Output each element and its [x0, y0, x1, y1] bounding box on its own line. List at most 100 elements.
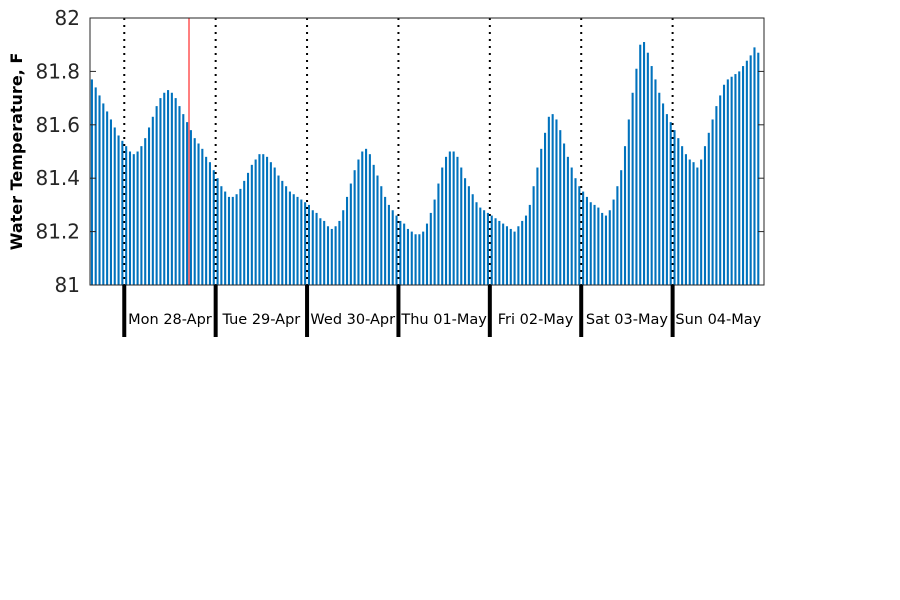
y-axis-label: Water Temperature, F: [7, 53, 26, 251]
bar: [345, 196, 349, 285]
bar: [563, 143, 566, 285]
day-label: Sun 04-May: [675, 312, 761, 328]
bar: [227, 196, 231, 285]
bar: [471, 194, 474, 285]
bar: [673, 130, 676, 285]
bar: [524, 215, 528, 285]
bar: [102, 103, 105, 285]
bar: [498, 220, 501, 285]
bar: [536, 167, 539, 285]
bar: [726, 79, 729, 285]
day-label: Mon 28-Apr: [128, 312, 212, 328]
bar: [94, 87, 97, 285]
bar: [509, 228, 512, 285]
bar: [730, 76, 733, 286]
bar: [749, 55, 752, 285]
bar: [585, 196, 588, 285]
bar: [662, 103, 665, 285]
bar: [395, 215, 398, 285]
bar: [128, 151, 132, 285]
bar: [406, 228, 409, 285]
bar: [711, 119, 714, 286]
bar: [387, 204, 390, 285]
bar: [155, 106, 158, 285]
day-label: Fri 02-May: [498, 312, 574, 328]
bar: [262, 154, 265, 285]
bar: [601, 212, 604, 285]
bar: [635, 68, 638, 285]
bar: [650, 66, 653, 285]
bar: [677, 138, 680, 285]
bar: [700, 159, 703, 285]
bar: [391, 210, 394, 285]
bar: [616, 186, 619, 285]
bar: [593, 204, 596, 285]
bar: [372, 164, 375, 285]
bar: [170, 92, 173, 285]
bar: [425, 223, 429, 285]
bar: [182, 114, 185, 286]
y-tick-label: 81: [55, 273, 80, 297]
bar: [734, 74, 737, 285]
bar: [437, 183, 440, 285]
y-tick-label: 81.8: [35, 59, 80, 83]
bar: [604, 215, 608, 285]
bar: [654, 79, 657, 285]
day-label: Wed 30-Apr: [310, 312, 395, 328]
bar: [578, 186, 581, 285]
bar: [167, 90, 170, 285]
bar: [715, 106, 718, 285]
bar: [208, 162, 211, 285]
bar: [361, 151, 364, 285]
bar: [151, 116, 154, 285]
bar: [418, 234, 421, 285]
bar: [235, 194, 238, 285]
bar: [288, 191, 291, 285]
bar: [574, 178, 577, 285]
bar: [300, 199, 303, 285]
bar: [528, 204, 531, 285]
bar: [456, 156, 459, 285]
bar: [703, 146, 707, 285]
bar: [349, 183, 352, 285]
bar: [277, 175, 280, 285]
bar: [323, 220, 326, 285]
bar: [479, 207, 482, 285]
y-tick-label: 81.6: [35, 113, 80, 137]
bar: [326, 226, 330, 285]
bar: [467, 186, 470, 285]
bar-series: [90, 42, 760, 286]
bar: [532, 186, 535, 285]
bar: [429, 212, 432, 285]
bar: [681, 146, 684, 285]
bar: [597, 207, 600, 285]
bar: [144, 138, 147, 285]
bar: [368, 154, 371, 285]
bar: [212, 170, 215, 285]
bar: [646, 52, 649, 286]
bar: [696, 167, 699, 285]
bar: [665, 114, 668, 286]
bar: [627, 119, 630, 286]
day-separator-lines: [123, 18, 674, 285]
bar: [639, 44, 642, 286]
bar: [106, 111, 109, 285]
bar: [159, 98, 162, 285]
bar: [113, 127, 116, 285]
bar: [544, 132, 547, 285]
bar: [631, 92, 634, 285]
bar: [246, 172, 250, 285]
bar: [551, 114, 554, 286]
bar: [376, 175, 379, 285]
bar: [384, 196, 387, 285]
bar: [582, 191, 585, 285]
bar: [570, 167, 573, 285]
bar: [643, 42, 646, 285]
bar: [688, 159, 691, 285]
bar: [505, 226, 509, 285]
bar: [540, 148, 543, 285]
y-tick-label: 81.2: [35, 220, 80, 244]
bar: [399, 220, 402, 285]
bar: [502, 223, 505, 285]
bar: [658, 92, 661, 285]
